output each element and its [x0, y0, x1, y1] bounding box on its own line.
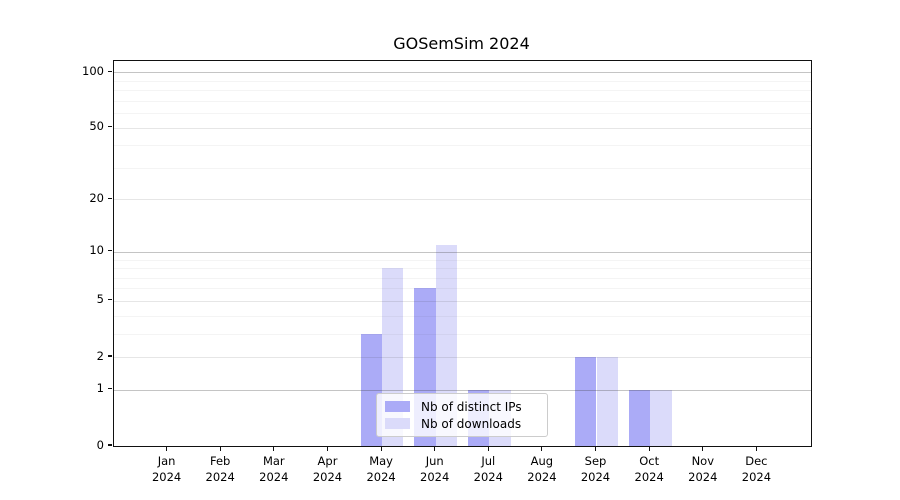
x-tick-nov-2024	[702, 446, 704, 451]
legend-row-nb-of-distinct-ips: Nb of distinct IPs	[385, 400, 547, 414]
x-tick-label-mar-2024: Mar 2024	[259, 454, 289, 484]
x-tick-feb-2024	[219, 446, 221, 451]
x-tick-oct-2024	[648, 446, 650, 451]
y-tick-5	[107, 299, 112, 301]
x-tick-label-jan-2024: Jan 2024	[151, 454, 182, 484]
y-tick-label-1: 1	[96, 381, 104, 396]
x-tick-dec-2024	[755, 446, 757, 451]
x-tick-aug-2024	[541, 446, 543, 451]
gridline-y-4	[114, 315, 811, 317]
x-tick-label-aug-2024: Aug 2024	[527, 454, 557, 484]
x-tick-label-feb-2024: Feb 2024	[205, 454, 235, 484]
bar-nb-of-downloads-sep-2024	[596, 357, 618, 446]
x-tick-jul-2024	[487, 446, 489, 451]
x-tick-label-apr-2024: Apr 2024	[312, 454, 343, 484]
gridline-y-3	[114, 333, 811, 335]
x-tick-jan-2024	[166, 446, 168, 451]
y-tick-label-100: 100	[82, 63, 104, 78]
gridline-y-2	[114, 357, 811, 358]
gridline-y-20	[114, 199, 811, 201]
gridline-y-90	[114, 80, 811, 82]
y-tick-50	[107, 125, 112, 128]
x-tick-label-jun-2024: Jun 2024	[420, 454, 450, 484]
y-tick-label-5: 5	[96, 292, 104, 307]
y-tick-0	[107, 444, 112, 446]
gridline-y-30	[114, 167, 811, 169]
x-tick-sep-2024	[594, 446, 597, 451]
x-tick-label-jul-2024: Jul 2024	[473, 454, 503, 484]
gridline-y-80	[114, 90, 811, 91]
gridline-y-70	[114, 100, 811, 102]
gridline-y-100	[114, 72, 811, 74]
x-tick-mar-2024	[273, 446, 275, 451]
x-tick-label-oct-2024: Oct 2024	[634, 454, 664, 484]
legend: Nb of distinct IPs Nb of downloads	[376, 393, 548, 437]
gridline-y-5	[114, 300, 811, 302]
legend-label-nb-of-distinct-ips: Nb of distinct IPs	[421, 399, 522, 414]
y-tick-20	[107, 197, 112, 199]
x-tick-label-sep-2024: Sep 2024	[580, 454, 611, 484]
legend-row-nb-of-downloads: Nb of downloads	[385, 417, 547, 431]
y-tick-100	[107, 70, 112, 72]
gridline-y-1	[114, 389, 811, 391]
y-tick-label-10: 10	[89, 243, 104, 258]
gridline-y-6	[114, 288, 811, 290]
y-tick-label-2: 2	[96, 348, 104, 363]
gridline-y-7	[114, 277, 811, 279]
x-tick-may-2024	[380, 446, 382, 451]
x-tick-label-dec-2024: Dec 2024	[741, 454, 772, 484]
chart-title: GOSemSim 2024	[393, 34, 530, 53]
x-tick-label-may-2024: May 2024	[366, 454, 396, 484]
y-tick-2	[107, 355, 112, 357]
legend-swatch-nb-of-downloads	[385, 418, 410, 429]
bar-nb-of-distinct-ips-oct-2024	[628, 389, 651, 446]
gridline-y-9	[114, 259, 811, 261]
bar-nb-of-downloads-oct-2024	[650, 389, 672, 446]
x-tick-label-nov-2024: Nov 2024	[688, 454, 718, 484]
y-tick-label-0: 0	[96, 437, 104, 452]
gridline-y-60	[114, 113, 811, 114]
y-tick-1	[107, 388, 112, 390]
gridline-y-40	[114, 145, 811, 147]
y-tick-10	[107, 250, 112, 252]
y-tick-label-50: 50	[89, 119, 104, 133]
x-tick-apr-2024	[326, 446, 329, 451]
bar-nb-of-distinct-ips-sep-2024	[575, 357, 597, 446]
gridline-y-8	[114, 268, 811, 269]
legend-swatch-nb-of-distinct-ips	[385, 401, 410, 412]
x-tick-jun-2024	[434, 446, 436, 451]
gridline-y-50	[114, 127, 811, 129]
legend-label-nb-of-downloads: Nb of downloads	[421, 416, 522, 431]
gridline-y-10	[114, 251, 811, 253]
y-tick-label-20: 20	[89, 190, 104, 205]
plot-area: Nb of distinct IPs Nb of downloads	[113, 60, 812, 447]
